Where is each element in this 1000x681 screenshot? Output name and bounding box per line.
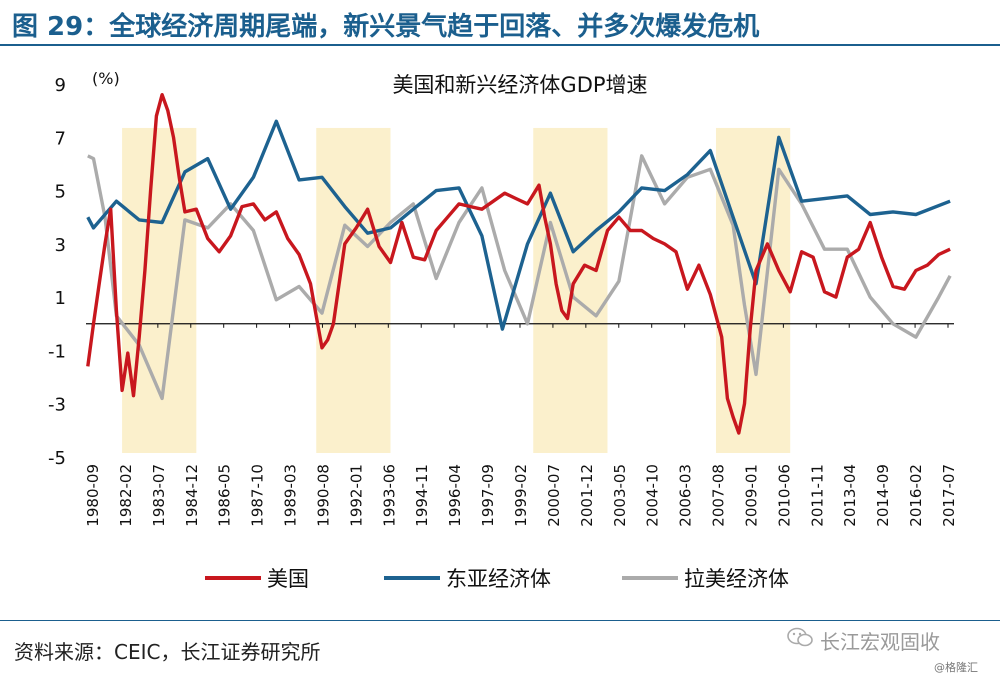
shaded-period-1: [122, 127, 197, 454]
series-lines: [86, 93, 952, 435]
x-tick-label: 2009-01: [742, 464, 760, 527]
x-tick-label: 2011-11: [808, 464, 826, 527]
x-tick-label: 1982-02: [117, 464, 135, 527]
legend-label: 美国: [267, 567, 309, 591]
x-tick-label: 1990-08: [314, 464, 332, 527]
series-line-1: [86, 119, 951, 331]
y-tick-label: 7: [55, 128, 66, 149]
x-tick-label: 1993-06: [380, 464, 398, 527]
title-divider: [0, 44, 1000, 46]
x-tick-label: 1996-04: [446, 464, 464, 527]
x-tick-label: 1980-09: [84, 464, 102, 527]
x-tick-label: 1986-05: [216, 464, 234, 527]
chart-title: 美国和新兴经济体GDP增速: [392, 73, 647, 97]
legend: 美国 东亚经济体 拉美经济体: [205, 567, 789, 591]
y-tick-label: 3: [55, 235, 66, 256]
x-tick-label: 1984-12: [183, 464, 201, 527]
x-tick-label: 2010-06: [775, 464, 793, 527]
y-tick-label: 5: [55, 182, 66, 203]
x-tick-label: 1994-11: [413, 464, 431, 527]
y-tick-label: -1: [48, 341, 66, 362]
y-tick-label: -5: [48, 448, 66, 469]
y-tick-label: 1: [55, 288, 66, 309]
wechat-icon: [787, 627, 813, 647]
x-axis-ticks: 1980-09 1982-02 1983-07 1984-12 1986-05 1987-…: [84, 323, 958, 527]
x-tick-label: 2014-09: [874, 464, 892, 527]
x-tick-label: 1987-10: [249, 464, 267, 527]
x-tick-label: 2007-08: [710, 464, 728, 527]
x-tick-label: 2006-03: [677, 464, 695, 527]
x-tick-label: 1997-09: [479, 464, 497, 527]
x-tick-label: 2013-04: [841, 464, 859, 527]
x-tick-label: 1983-07: [150, 464, 168, 527]
source-note: 资料来源：CEIC，长江证券研究所: [14, 640, 321, 664]
y-tick-label: 9: [55, 75, 66, 96]
x-tick-label: 1989-03: [282, 464, 300, 527]
watermark-sub: @格隆汇: [934, 661, 978, 674]
x-tick-label: 2016-02: [907, 464, 925, 527]
y-tick-label: -3: [48, 395, 66, 416]
x-tick-label: 2001-12: [578, 464, 596, 527]
x-tick-label: 1992-01: [347, 464, 365, 527]
figure-title: 图 29：全球经济周期尾端，新兴景气趋于回落、并多次爆发危机: [12, 12, 760, 42]
source-divider: [0, 620, 1000, 621]
y-axis-unit-label: (%): [92, 69, 120, 88]
x-tick-label: 2004-10: [644, 464, 662, 527]
x-tick-label: 2003-05: [611, 464, 629, 527]
legend-label: 东亚经济体: [446, 567, 551, 591]
y-axis-ticks: -5 -3 -1 1 3 5 7 9: [48, 75, 66, 469]
legend-label: 拉美经济体: [684, 567, 789, 591]
series-line-0: [86, 93, 951, 435]
x-tick-label: 1999-02: [512, 464, 530, 527]
x-tick-label: 2000-07: [545, 464, 563, 527]
watermark: 长江宏观固收: [820, 630, 940, 654]
x-tick-label: 2017-07: [940, 464, 958, 527]
